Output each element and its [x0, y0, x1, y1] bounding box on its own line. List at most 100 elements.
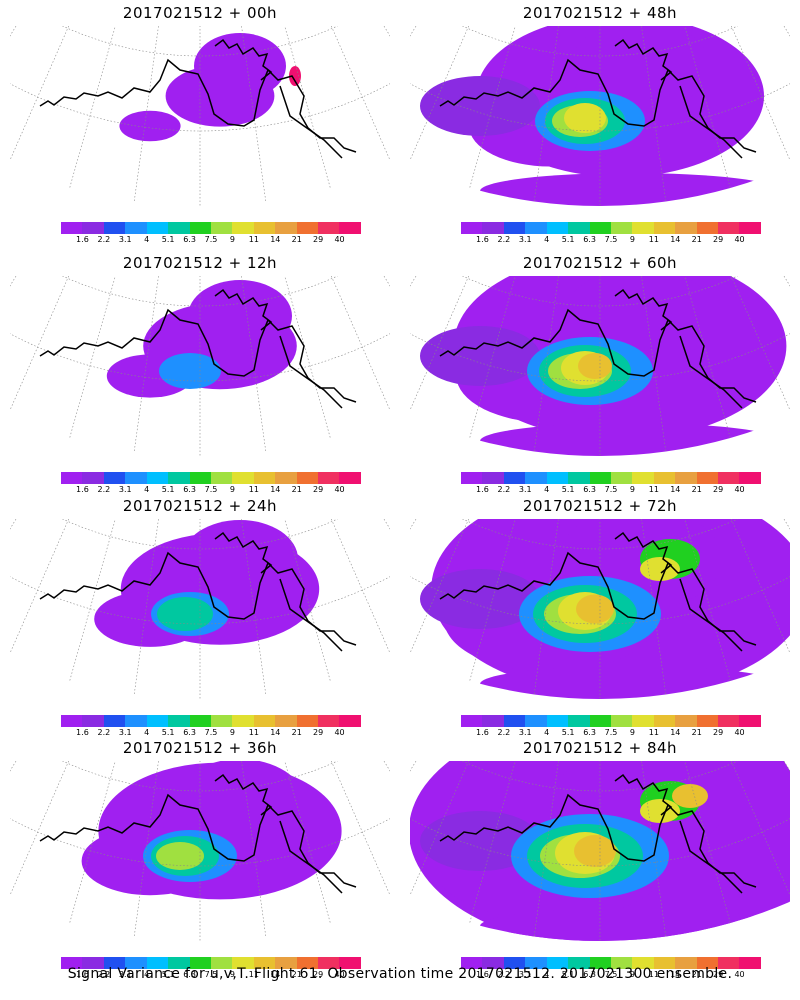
- colorbar-swatch: [232, 222, 254, 234]
- coastline: [614, 288, 743, 409]
- polar-map: [410, 276, 790, 456]
- colorbar-tick-label: 5.1: [561, 970, 575, 979]
- colorbar-swatch: [525, 472, 547, 484]
- colorbar-tick-label: 5.1: [561, 728, 575, 737]
- colorbar-tick-label: 7.5: [204, 485, 218, 494]
- colorbar-swatch: [653, 957, 676, 969]
- colorbar-swatch: [232, 472, 254, 484]
- colorbar-tick-label: 3.1: [118, 485, 132, 494]
- colorbar-swatch: [82, 715, 104, 727]
- colorbar-swatch: [610, 222, 633, 234]
- coastline: [39, 793, 357, 888]
- colorbar-tick-label: 21: [691, 485, 702, 494]
- map-panel: 2017021512 + 60h 1.6 2.2 3.1 4 5.1 6.3 7.5 9 11 14…: [400, 250, 800, 494]
- panel-title: 2017021512 + 24h: [122, 497, 278, 515]
- colorbar: [461, 957, 761, 969]
- colorbar-tick-label: 21: [691, 235, 702, 244]
- colorbar-tick-label: 3.1: [518, 485, 532, 494]
- colorbar-tick-label: 1.6: [76, 485, 89, 494]
- colorbar-swatch: [718, 472, 740, 484]
- colorbar-tick-label: 3.1: [518, 235, 532, 244]
- colorbar-swatch: [675, 222, 697, 234]
- colorbar-tick-label: 4: [544, 485, 550, 494]
- polar-map: [10, 276, 390, 456]
- graticule: [410, 276, 790, 456]
- colorbar-swatch: [146, 222, 169, 234]
- colorbar-labels: 1.6 2.2 3.1 4 5.1 6.3 7.5 9 11 14 21 29 40: [61, 728, 361, 738]
- colorbar-swatch: [696, 957, 719, 969]
- colorbar-swatch: [503, 222, 526, 234]
- panel-title: 2017021512 + 12h: [122, 254, 278, 272]
- colorbar-tick-label: 40: [334, 235, 345, 244]
- colorbar-swatch: [696, 472, 719, 484]
- graticule: [410, 761, 790, 941]
- colorbar-tick-label: 14: [270, 970, 281, 979]
- colorbar-swatch: [253, 957, 276, 969]
- colorbar-tick-label: 9: [229, 235, 235, 244]
- colorbar-swatch: [232, 715, 254, 727]
- colorbar-swatch: [103, 957, 126, 969]
- map-panel: 2017021512 + 48h 1.6 2.2 3.1 4 5.1 6.3 7.5 9 11 14…: [400, 0, 800, 244]
- colorbar-tick-label: 2.2: [97, 485, 111, 494]
- coastline: [214, 773, 343, 894]
- colorbar-swatch: [168, 715, 190, 727]
- colorbar-swatch: [739, 715, 761, 727]
- colorbar-swatch: [168, 222, 190, 234]
- colorbar-tick-label: 7.5: [204, 728, 218, 737]
- colorbar-tick-label: 4: [144, 728, 150, 737]
- map-panel: 2017021512 + 24h 1.6 2.2 3.1 4 5.1 6.3 7.5 9 11 14…: [0, 493, 400, 738]
- colorbar-swatch: [482, 472, 504, 484]
- colorbar-swatch: [339, 957, 361, 969]
- colorbar-tick-label: 5.1: [161, 485, 175, 494]
- polar-map: [410, 26, 790, 206]
- variance-field: [420, 26, 780, 206]
- colorbar-swatch: [103, 222, 126, 234]
- colorbar-swatch: [718, 957, 740, 969]
- colorbar-swatch: [296, 472, 319, 484]
- colorbar-tick-label: 1.6: [476, 728, 489, 737]
- colorbar: [61, 715, 361, 727]
- colorbar-tick-label: 1.6: [476, 970, 489, 979]
- colorbar-swatch: [210, 472, 233, 484]
- colorbar-tick-label: 11: [648, 235, 659, 244]
- colorbar-tick-label: 6.3: [583, 235, 596, 244]
- colorbar-swatch: [610, 715, 633, 727]
- colorbar-swatch: [168, 472, 190, 484]
- colorbar-tick-label: 40: [334, 728, 345, 737]
- colorbar-swatch: [461, 957, 483, 969]
- colorbar-swatch: [125, 222, 147, 234]
- colorbar-tick-label: 21: [291, 235, 302, 244]
- colorbar: [461, 715, 761, 727]
- colorbar-tick-label: 14: [670, 970, 681, 979]
- colorbar-swatch: [168, 957, 190, 969]
- map-panel: 2017021512 + 12h 1.6 2.2 3.1 4 5.1 6.3 7.5 9 11 14…: [0, 250, 400, 494]
- colorbar-tick-label: 29: [313, 485, 324, 494]
- colorbar-swatch: [589, 472, 611, 484]
- colorbar-tick-label: 29: [313, 970, 324, 979]
- colorbar-tick-label: 29: [713, 485, 724, 494]
- colorbar-tick-label: 2.2: [97, 728, 111, 737]
- colorbar-swatch: [503, 472, 526, 484]
- colorbar-tick-label: 40: [734, 728, 745, 737]
- colorbar-swatch: [275, 472, 297, 484]
- colorbar-swatch: [103, 715, 126, 727]
- panel-title: 2017021512 + 84h: [522, 739, 678, 757]
- colorbar-tick-label: 5.1: [161, 728, 175, 737]
- colorbar-swatch: [653, 715, 676, 727]
- colorbar-tick-label: 2.2: [97, 970, 111, 979]
- colorbar-labels: 1.6 2.2 3.1 4 5.1 6.3 7.5 9 11 14 21 29 40: [461, 970, 761, 980]
- map-panel: 2017021512 + 72h 1.6 2.2 3.1 4 5.1 6.3 7.5 9 11 14…: [400, 493, 800, 737]
- colorbar: [61, 472, 361, 484]
- colorbar-tick-label: 4: [144, 970, 150, 979]
- colorbar-swatch: [589, 222, 611, 234]
- colorbar-swatch: [82, 472, 104, 484]
- colorbar-tick-label: 21: [291, 970, 302, 979]
- colorbar-tick-label: 3.1: [118, 728, 132, 737]
- colorbar-tick-label: 6.3: [183, 485, 196, 494]
- colorbar-tick-label: 4: [144, 485, 150, 494]
- colorbar-swatch: [589, 957, 611, 969]
- colorbar-swatch: [610, 472, 633, 484]
- colorbar-tick-label: 9: [629, 970, 635, 979]
- colorbar-swatch: [232, 957, 254, 969]
- colorbar-swatch: [189, 957, 211, 969]
